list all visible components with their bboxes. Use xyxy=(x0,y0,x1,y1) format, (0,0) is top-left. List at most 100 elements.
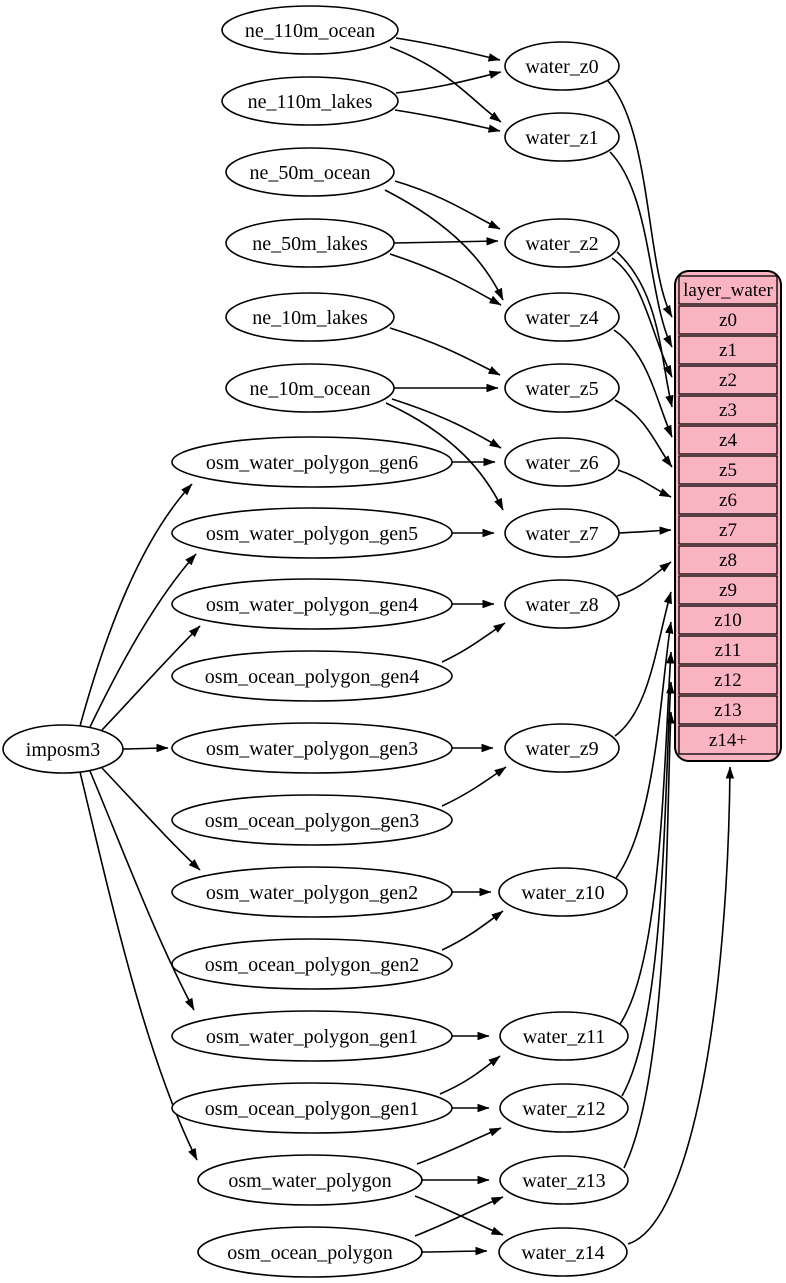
table-row-z4-label: z4 xyxy=(719,430,737,451)
node-ne_10m_lakes-label: ne_10m_lakes xyxy=(252,307,368,329)
node-osm_water_polygon_gen2-shape xyxy=(171,866,453,918)
table-header-label: layer_water xyxy=(683,280,773,301)
edge-ne_110m_lakes-to-water_z0 xyxy=(395,70,502,94)
node-osm_ocean_polygon_gen1-shape xyxy=(171,1082,453,1134)
node-ne_50m_lakes-label: ne_50m_lakes xyxy=(252,233,368,255)
node-ne_110m_ocean-shape xyxy=(221,5,399,55)
node-water_z5-label: water_z5 xyxy=(525,378,598,400)
node-osm_ocean_polygon_gen1: osm_ocean_polygon_gen1 xyxy=(171,1082,453,1134)
edge-imposm3-to-osm_water_polygon_gen5 xyxy=(89,553,197,728)
node-osm_ocean_polygon_gen3-label: osm_ocean_polygon_gen3 xyxy=(205,810,419,832)
edge-ne_110m_lakes-to-water_z1 xyxy=(394,109,501,133)
edge-imposm3-to-osm_water_polygon_gen6 xyxy=(79,483,193,727)
node-ne_110m_lakes: ne_110m_lakes xyxy=(221,76,399,126)
node-imposm3-shape xyxy=(2,724,124,774)
table-row-z7: z7 xyxy=(678,515,778,545)
node-water_z13: water_z13 xyxy=(499,1155,629,1205)
edge-osm_ocean_polygon_gen1-to-water_z11 xyxy=(439,1055,501,1095)
table-row-z12-cell xyxy=(678,665,778,695)
table-row-z11-cell xyxy=(678,635,778,665)
node-osm_ocean_polygon_gen3: osm_ocean_polygon_gen3 xyxy=(171,794,453,846)
node-osm_ocean_polygon_gen4-shape xyxy=(171,650,453,702)
node-water_z0-shape xyxy=(504,41,620,91)
node-water_z5: water_z5 xyxy=(504,363,620,413)
table-row-z14plus-cell xyxy=(678,725,778,755)
node-ne_10m_lakes: ne_10m_lakes xyxy=(225,292,395,342)
edge-ne_50m_lakes-to-water_z4 xyxy=(389,253,502,306)
table-row-z12-label: z12 xyxy=(714,670,741,691)
edge-water_z6-to-row-z6 xyxy=(617,469,672,498)
node-water_z11-label: water_z11 xyxy=(523,1026,606,1048)
node-water_z4-label: water_z4 xyxy=(525,307,598,329)
edge-water_z0-to-row-z0 xyxy=(607,80,673,318)
node-water_z6-shape xyxy=(504,437,620,487)
table-layer-water: layer_water z0 z1 z2 z3 z4 z5 z6 xyxy=(674,270,782,762)
table-row-z5: z5 xyxy=(678,455,778,485)
node-water_z11-shape xyxy=(499,1011,629,1061)
node-osm_water_polygon_gen2: osm_water_polygon_gen2 xyxy=(171,866,453,918)
node-ne_110m_lakes-shape xyxy=(221,76,399,126)
table-row-z9: z9 xyxy=(678,575,778,605)
node-water_z6-label: water_z6 xyxy=(525,452,598,474)
edge-water_z9-to-row-z9 xyxy=(614,591,672,737)
node-osm_ocean_polygon_gen2-shape xyxy=(171,938,453,990)
node-osm_ocean_polygon_gen2-label: osm_ocean_polygon_gen2 xyxy=(205,954,419,976)
node-ne_110m_lakes-label: ne_110m_lakes xyxy=(248,91,373,113)
node-imposm3-label: imposm3 xyxy=(26,739,100,761)
table-header-cell xyxy=(678,275,778,305)
table-row-z11-label: z11 xyxy=(715,640,742,661)
node-osm_ocean_polygon_gen3-shape xyxy=(171,794,453,846)
node-osm_ocean_polygon_gen4: osm_ocean_polygon_gen4 xyxy=(171,650,453,702)
edge-water_z4-to-row-z4 xyxy=(613,329,673,438)
node-water_z9-label: water_z9 xyxy=(525,738,598,760)
node-osm_water_polygon_gen6-shape xyxy=(171,436,453,488)
table-row-z8-cell xyxy=(678,545,778,575)
table-row-z4-cell xyxy=(678,425,778,455)
node-osm_water_polygon_gen3-shape xyxy=(171,722,453,774)
edge-osm_ocean_polygon-to-water_z13 xyxy=(414,1196,504,1237)
table-row-z9-label: z9 xyxy=(719,580,737,601)
node-water_z2: water_z2 xyxy=(504,218,620,268)
table-row-z14plus-label: z14+ xyxy=(709,730,747,751)
edge-water_z5-to-row-z5 xyxy=(614,399,673,468)
node-water_z1-label: water_z1 xyxy=(525,127,598,149)
node-osm_ocean_polygon_gen2: osm_ocean_polygon_gen2 xyxy=(171,938,453,990)
edge-water_z13-to-row-z13 xyxy=(623,711,675,1169)
node-osm_ocean_polygon-shape xyxy=(197,1226,423,1278)
table-row-z2: z2 xyxy=(678,365,778,395)
node-osm_water_polygon_gen5-label: osm_water_polygon_gen5 xyxy=(206,523,418,545)
table-row-z0: z0 xyxy=(678,305,778,335)
node-water_z1: water_z1 xyxy=(504,112,620,162)
edge-ne_110m_ocean-to-water_z1 xyxy=(389,46,502,123)
edge-water_z10-to-row-z10 xyxy=(615,621,674,879)
edge-imposm3-to-osm_water_polygon_gen4 xyxy=(101,625,201,731)
node-water_z14: water_z14 xyxy=(498,1227,628,1277)
node-osm_water_polygon_gen1-label: osm_water_polygon_gen1 xyxy=(206,1026,418,1048)
node-ne_10m_ocean-shape xyxy=(225,363,395,413)
node-osm_water_polygon_gen1-shape xyxy=(171,1010,453,1062)
edge-imposm3-to-osm_water_polygon xyxy=(79,771,198,1161)
node-water_z7: water_z7 xyxy=(504,508,620,558)
table-row-z3-cell xyxy=(678,395,778,425)
node-osm_water_polygon_gen6-label: osm_water_polygon_gen6 xyxy=(206,452,418,474)
node-osm_water_polygon_gen3-label: osm_water_polygon_gen3 xyxy=(206,738,418,760)
node-ne_50m_lakes-shape xyxy=(225,218,395,268)
node-water_z14-label: water_z14 xyxy=(521,1242,604,1264)
node-osm_water_polygon_gen5: osm_water_polygon_gen5 xyxy=(171,507,453,559)
edge-ne_50m_ocean-to-water_z2 xyxy=(394,180,501,230)
table-row-z6: z6 xyxy=(678,485,778,515)
table-row-z13-cell xyxy=(678,695,778,725)
node-water_z5-shape xyxy=(504,363,620,413)
table-header: layer_water xyxy=(678,275,778,305)
table-row-z10-label: z10 xyxy=(714,610,741,631)
edge-water_z12-to-row-z12 xyxy=(621,681,675,1097)
node-osm_water_polygon-shape xyxy=(197,1154,423,1206)
node-water_z9-shape xyxy=(504,723,620,773)
node-water_z0: water_z0 xyxy=(504,41,620,91)
nodes-layer: imposm3 ne_110m_ocean ne_110m_lakes ne_5… xyxy=(2,5,629,1278)
table-row-z0-label: z0 xyxy=(719,310,737,331)
node-osm_ocean_polygon-label: osm_ocean_polygon xyxy=(227,1242,393,1264)
table-row-z11: z11 xyxy=(678,635,778,665)
node-water_z8-shape xyxy=(504,579,620,629)
edge-water_z8-to-row-z8 xyxy=(616,561,672,597)
